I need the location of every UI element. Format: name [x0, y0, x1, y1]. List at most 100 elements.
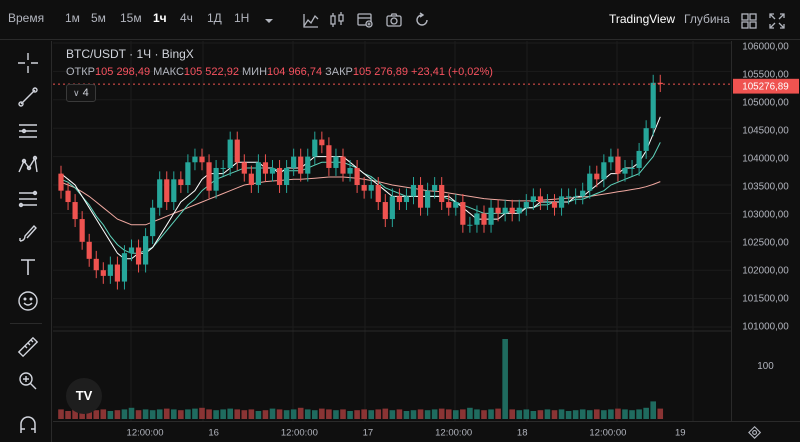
time-label: Время [8, 11, 45, 25]
volume-bar [551, 410, 558, 419]
price-label: 105500,00 [742, 70, 789, 81]
fullscreen-icon[interactable] [768, 12, 786, 30]
time-label: 18 [517, 427, 528, 438]
settings-gear-icon[interactable] [748, 425, 762, 439]
interval-1m[interactable]: 1м [65, 11, 80, 25]
candle-body [417, 185, 424, 208]
grid-layout-icon[interactable] [740, 12, 758, 30]
trend-line-icon[interactable] [16, 85, 40, 109]
candle-body [389, 196, 395, 220]
volume-bar [375, 409, 382, 419]
volume-bar [290, 409, 297, 419]
price-label: 103000,00 [742, 210, 789, 221]
volume-bar [368, 410, 374, 419]
candle-body [93, 258, 99, 271]
candle-body [439, 185, 445, 203]
candle-body [403, 196, 410, 203]
volume-bar [276, 409, 283, 419]
candle-body [269, 167, 276, 174]
price-scale[interactable]: 106000,00 105500,00 105000,00 104500,00 1040… [731, 41, 800, 421]
candle-body [121, 253, 128, 282]
interval-1d[interactable]: 1Д [207, 11, 222, 25]
chevron-down-icon[interactable] [260, 12, 278, 30]
candle-type-icon[interactable] [328, 11, 346, 29]
volume-bar [354, 410, 360, 419]
candle-body [171, 179, 177, 203]
interval-4h[interactable]: 4ч [180, 11, 193, 25]
candle-body [107, 264, 113, 276]
camera-icon[interactable] [385, 11, 403, 29]
volume-bar [304, 409, 311, 419]
magnet-icon[interactable] [16, 413, 40, 437]
candle-body [657, 82, 663, 85]
volume-bar [495, 408, 501, 419]
volume-bar [100, 409, 107, 419]
volume-bar [107, 411, 114, 419]
volume-bar [220, 409, 226, 419]
candle-body [375, 185, 381, 203]
candle-body [636, 150, 642, 168]
volume-bar [58, 409, 64, 419]
volume-bar [572, 410, 579, 419]
text-icon[interactable] [16, 255, 40, 279]
zoom-icon[interactable] [16, 369, 40, 393]
candle-body [354, 167, 360, 185]
ruler-icon[interactable] [16, 335, 40, 359]
time-label: 12:00:00 [281, 427, 318, 438]
volume-bar [502, 339, 508, 419]
candle-body [396, 196, 402, 203]
volume-bar [558, 409, 565, 419]
volume-bar [262, 410, 269, 419]
brush-icon[interactable] [16, 221, 40, 245]
volume-bar [347, 411, 353, 419]
emoji-icon[interactable] [16, 289, 40, 313]
volume-bar [622, 409, 628, 419]
pattern-icon[interactable] [16, 153, 40, 177]
open-value: 105 298,49 [95, 66, 151, 78]
ma-fast-line [60, 116, 661, 260]
volume-bar [192, 408, 198, 419]
templates-icon[interactable] [356, 11, 374, 29]
tradingview-tab[interactable]: TradingView [609, 12, 676, 26]
horizontal-lines-icon[interactable] [16, 119, 40, 143]
candle-body [241, 162, 247, 174]
time-scale[interactable]: 12:00:00 16 12:00:00 17 12:00:00 18 12:00:00 19 [53, 421, 800, 442]
indicators-toggle[interactable]: ∨ 4 [66, 84, 96, 102]
volume-bar [537, 410, 544, 419]
time-labels: 12:00:00 16 12:00:00 17 12:00:00 18 12:00:00 19 [127, 427, 686, 438]
candle-body [551, 202, 558, 208]
depth-tab[interactable]: Глубина [684, 12, 730, 26]
volume-bar [185, 409, 191, 419]
volume-bar [255, 411, 262, 419]
price-labels: 106000,00 105500,00 105000,00 104500,00 1040… [742, 42, 789, 333]
tradingview-logo[interactable]: TV [66, 378, 102, 414]
interval-1w[interactable]: 1Н [234, 11, 250, 25]
candle-body [284, 167, 290, 185]
chart-canvas[interactable] [53, 41, 731, 421]
reload-icon[interactable] [413, 11, 431, 29]
volume-bar [333, 410, 339, 419]
interval-15m[interactable]: 15м [120, 11, 142, 25]
close-value: 105 276,89 [352, 66, 408, 78]
candle-body [298, 156, 304, 174]
symbol-title[interactable]: BTC/USDT · 1Ч · BingX [66, 47, 194, 61]
candle-body [460, 202, 466, 225]
volume-bars [58, 339, 664, 419]
volume-bar [72, 407, 78, 419]
interval-5m[interactable]: 5м [91, 11, 106, 25]
candle-body [615, 156, 621, 174]
crosshair-icon[interactable] [16, 51, 40, 75]
indicators-icon[interactable] [302, 11, 320, 29]
candle-body [157, 179, 163, 208]
volume-bar [594, 409, 600, 419]
fib-icon[interactable] [16, 187, 40, 211]
candle-body [319, 139, 325, 146]
interval-1h[interactable]: 1ч [153, 11, 167, 25]
candle-body [629, 167, 635, 169]
volume-bar [65, 411, 71, 419]
candle-body [206, 162, 212, 191]
volume-bar [544, 409, 551, 419]
candle-body [432, 185, 438, 191]
candle-body [150, 207, 156, 237]
volume-bar [199, 407, 205, 419]
